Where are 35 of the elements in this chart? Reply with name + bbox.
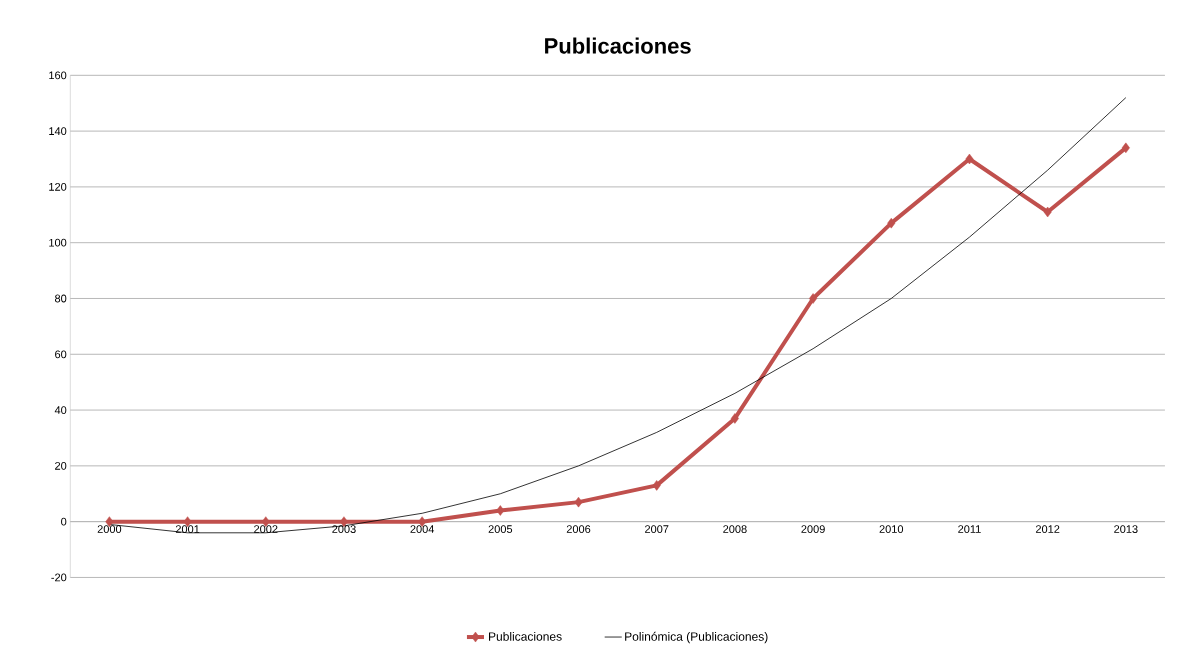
- x-tick-label: 2001: [175, 525, 200, 534]
- y-tick-label: 100: [49, 238, 67, 247]
- y-tick-label: 20: [55, 462, 67, 470]
- x-tick-label: 2003: [332, 525, 356, 534]
- y-tick-label: 80: [55, 294, 67, 303]
- y-tick-label: 40: [54, 406, 67, 415]
- y-tick-label: -20: [51, 573, 67, 582]
- point: [887, 218, 896, 229]
- y-tick-label: 0: [61, 517, 67, 526]
- x-tick-label: 2005: [488, 525, 513, 534]
- point: [574, 496, 583, 508]
- point: [730, 413, 739, 424]
- x-tick-label: 2008: [723, 525, 747, 534]
- point: [965, 153, 974, 165]
- x-tick-label: 2004: [410, 525, 435, 534]
- point: [1043, 206, 1052, 218]
- y-tick-label: 160: [49, 71, 67, 80]
- y-tick-label: 60: [55, 350, 67, 359]
- legend-label: Polinómica (Publicaciones): [625, 631, 768, 644]
- x-tick-label: 2000: [97, 525, 122, 534]
- x-tick-label: 2007: [645, 525, 669, 534]
- x-tick-label: 2011: [958, 525, 981, 534]
- y-tick-label: 120: [49, 183, 67, 191]
- y-tick-label: 140: [49, 127, 67, 136]
- point: [809, 293, 818, 304]
- point: [652, 480, 661, 491]
- x-tick-label: 2012: [1035, 525, 1060, 534]
- x-tick-label: 2006: [566, 525, 591, 534]
- x-tick-label: 2002: [254, 525, 278, 534]
- legend-label: Publicaciones: [489, 632, 562, 641]
- chart-title: Publicaciones: [545, 37, 691, 54]
- x-tick-label: 2013: [1114, 525, 1138, 534]
- x-tick-label: 2010: [879, 525, 904, 534]
- x-tick-label: 2009: [801, 525, 825, 534]
- point: [1121, 142, 1130, 154]
